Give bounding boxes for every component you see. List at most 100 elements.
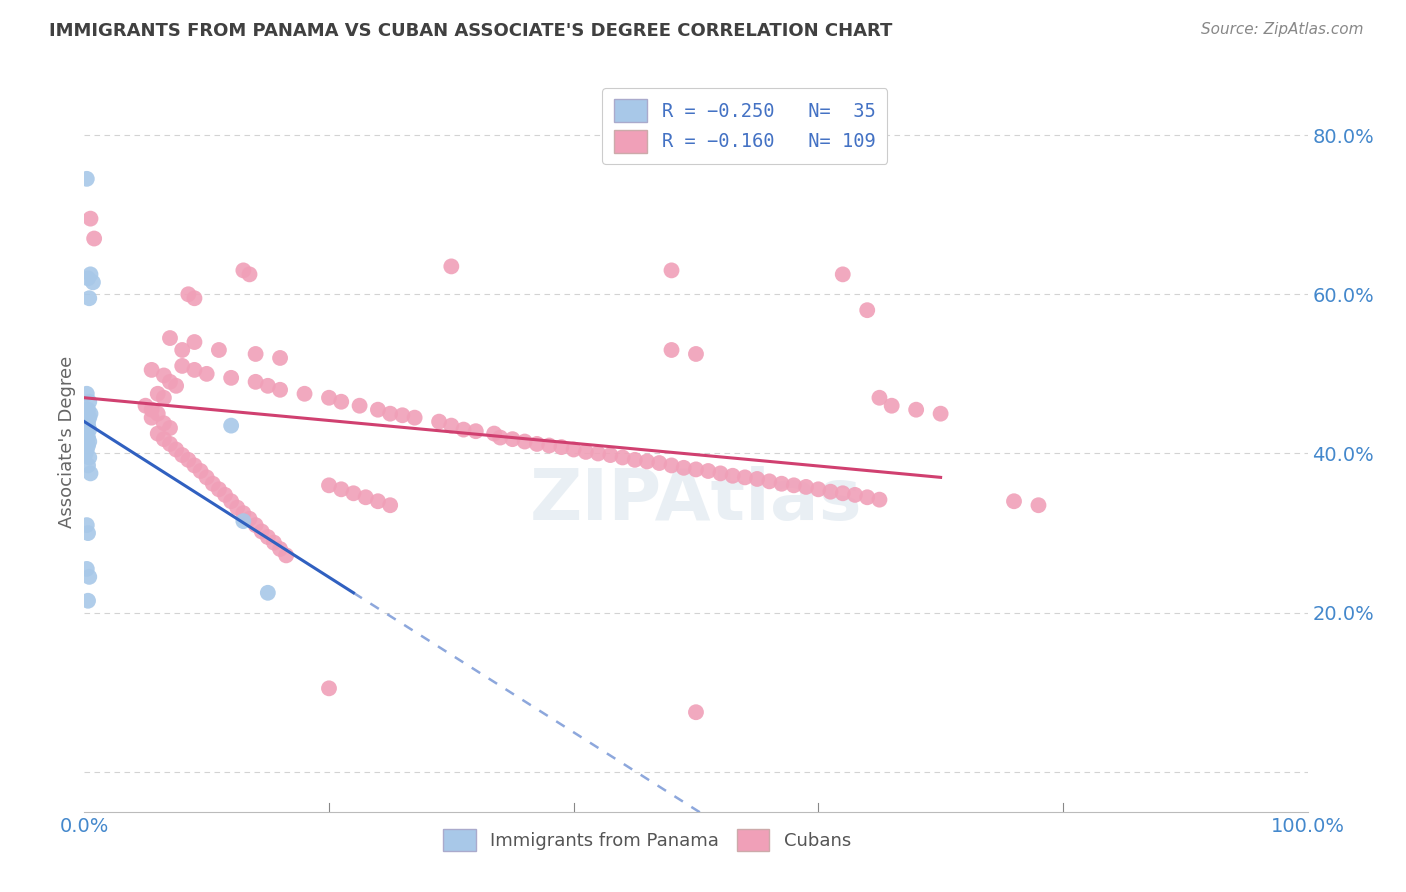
Point xyxy=(79,211,101,226)
Point xyxy=(77,438,100,452)
Point xyxy=(367,494,389,508)
Point xyxy=(263,535,285,549)
Point xyxy=(269,383,291,397)
Point xyxy=(380,407,402,421)
Point xyxy=(146,407,169,421)
Point xyxy=(672,460,695,475)
Point xyxy=(869,391,891,405)
Point xyxy=(76,434,98,449)
Point xyxy=(330,394,353,409)
Point xyxy=(232,514,254,528)
Point xyxy=(747,472,769,486)
Point xyxy=(208,343,231,357)
Point xyxy=(257,379,280,393)
Point xyxy=(159,421,181,435)
Point xyxy=(318,478,340,492)
Point xyxy=(183,334,205,349)
Point xyxy=(208,483,231,497)
Point xyxy=(648,456,671,470)
Point xyxy=(427,415,450,429)
Point xyxy=(77,271,100,285)
Point xyxy=(219,371,242,385)
Point xyxy=(77,423,100,437)
Point xyxy=(612,450,634,465)
Point xyxy=(844,488,866,502)
Point xyxy=(183,291,205,305)
Point xyxy=(257,586,280,600)
Point xyxy=(856,490,879,504)
Point xyxy=(77,526,100,541)
Y-axis label: Associate's Degree: Associate's Degree xyxy=(58,355,76,528)
Point xyxy=(831,486,853,500)
Point xyxy=(562,442,585,457)
Point xyxy=(831,268,853,282)
Point xyxy=(453,423,475,437)
Point xyxy=(77,431,100,445)
Point xyxy=(153,391,176,405)
Point xyxy=(661,458,683,473)
Point xyxy=(141,363,163,377)
Point xyxy=(404,410,426,425)
Point xyxy=(276,549,298,563)
Text: IMMIGRANTS FROM PANAMA VS CUBAN ASSOCIATE'S DEGREE CORRELATION CHART: IMMIGRANTS FROM PANAMA VS CUBAN ASSOCIAT… xyxy=(49,22,893,40)
Point xyxy=(76,442,98,457)
Point xyxy=(820,484,842,499)
Point xyxy=(661,343,683,357)
Point xyxy=(367,402,389,417)
Point xyxy=(77,291,100,305)
Point xyxy=(856,303,879,318)
Point xyxy=(77,402,100,417)
Point xyxy=(330,483,353,497)
Point xyxy=(219,494,242,508)
Point xyxy=(526,437,548,451)
Point xyxy=(257,530,280,544)
Text: ZIPAtlas: ZIPAtlas xyxy=(530,467,862,535)
Point xyxy=(318,681,340,696)
Point xyxy=(482,426,505,441)
Point xyxy=(183,458,205,473)
Point xyxy=(1028,498,1050,512)
Point xyxy=(238,268,260,282)
Point xyxy=(245,375,267,389)
Point xyxy=(77,570,100,584)
Point xyxy=(77,394,100,409)
Point xyxy=(79,268,101,282)
Point xyxy=(502,432,524,446)
Point xyxy=(464,424,486,438)
Point xyxy=(709,467,731,481)
Point xyxy=(250,524,273,539)
Point xyxy=(349,399,371,413)
Point xyxy=(697,464,720,478)
Point xyxy=(269,541,291,556)
Point xyxy=(76,423,98,437)
Point xyxy=(1002,494,1025,508)
Point xyxy=(75,426,97,441)
Point xyxy=(159,331,181,345)
Point xyxy=(794,480,817,494)
Point xyxy=(783,478,806,492)
Point xyxy=(77,458,100,473)
Point xyxy=(76,386,98,401)
Point xyxy=(75,402,97,417)
Point xyxy=(734,470,756,484)
Point xyxy=(721,468,744,483)
Point xyxy=(269,351,291,365)
Point xyxy=(513,434,536,449)
Point xyxy=(685,462,707,476)
Point xyxy=(342,486,364,500)
Point xyxy=(869,492,891,507)
Point xyxy=(624,453,647,467)
Point xyxy=(77,418,100,433)
Point xyxy=(79,407,101,421)
Point xyxy=(75,446,97,460)
Point xyxy=(770,476,793,491)
Point xyxy=(195,367,218,381)
Point xyxy=(226,500,249,515)
Point xyxy=(661,263,683,277)
Point xyxy=(172,448,194,462)
Point xyxy=(599,448,621,462)
Point xyxy=(153,368,176,383)
Point xyxy=(232,506,254,520)
Point xyxy=(76,410,98,425)
Point xyxy=(159,375,181,389)
